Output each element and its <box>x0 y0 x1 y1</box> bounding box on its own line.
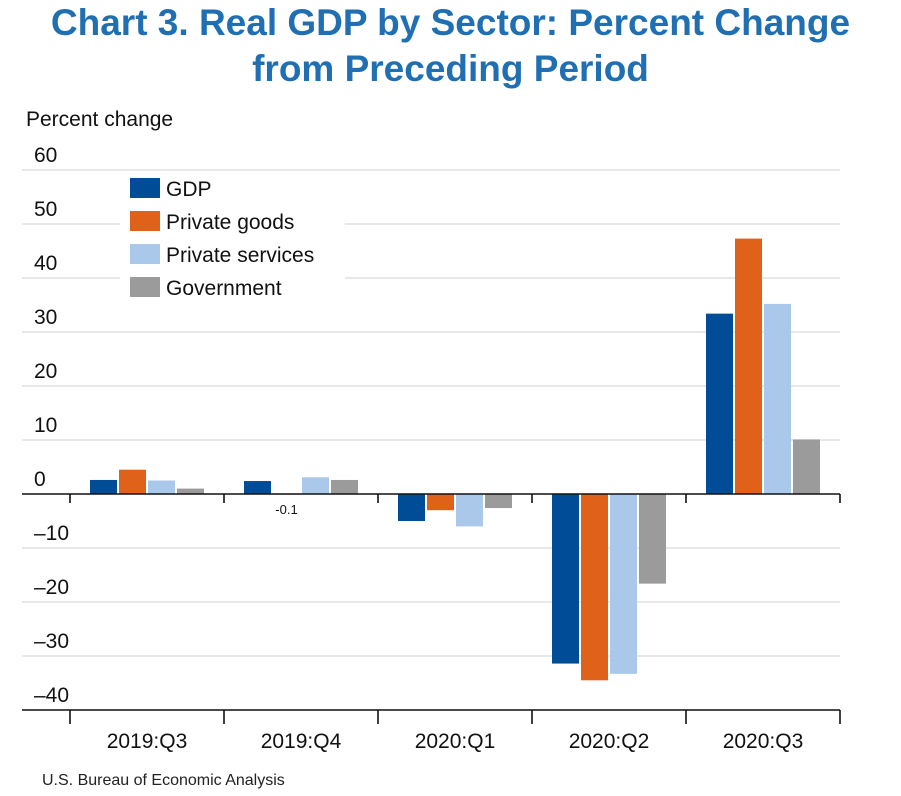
y-tick-label: –40 <box>34 684 69 707</box>
bar-government-2020-q3 <box>793 439 820 494</box>
annotations: -0.1 <box>275 502 297 517</box>
x-tick-label: 2020:Q1 <box>415 730 496 753</box>
legend-label: Government <box>166 277 282 300</box>
data-label: -0.1 <box>275 502 297 517</box>
bars <box>90 238 820 681</box>
legend-label: Private services <box>166 244 314 267</box>
bar-private-goods-2020-q3 <box>735 238 762 494</box>
y-tick-label: –20 <box>34 576 69 599</box>
bar-private-services-2020-q1 <box>456 494 483 527</box>
legend-swatch-private-goods <box>130 211 160 231</box>
bar-private-goods-2020-q2 <box>581 494 608 681</box>
y-tick-label: –10 <box>34 522 69 545</box>
legend-label: Private goods <box>166 211 294 234</box>
y-tick-label: 20 <box>34 360 57 383</box>
legend-swatch-gdp <box>130 178 160 198</box>
x-tick-label: 2020:Q3 <box>723 730 804 753</box>
axes <box>22 493 841 724</box>
bar-private-goods-2019-q3 <box>119 469 146 494</box>
y-tick-label: 0 <box>34 468 46 491</box>
bar-government-2019-q3 <box>177 488 204 494</box>
bar-private-goods-2020-q1 <box>427 494 454 511</box>
bar-gdp-2020-q1 <box>398 494 425 521</box>
legend-label: GDP <box>166 178 212 201</box>
y-axis-label: Percent change <box>26 108 174 131</box>
tick-labels: 60 50 40 30 20 10 0 –10 –20 –30 –40 2019:Q3 2019:Q4 2… <box>34 144 803 753</box>
y-tick-label: –30 <box>34 630 69 653</box>
legend: GDP Private goods Private services Governme… <box>120 172 345 306</box>
bar-government-2020-q2 <box>639 494 666 584</box>
source-note: U.S. Bureau of Economic Analysis <box>42 772 285 789</box>
bar-private-services-2019-q4 <box>302 477 329 494</box>
y-tick-label: 60 <box>34 144 57 167</box>
chart-title: Chart 3. Real GDP by Sector: Percent Cha… <box>0 0 901 92</box>
bar-gdp-2019-q3 <box>90 479 117 494</box>
bar-private-services-2019-q3 <box>148 480 175 494</box>
y-tick-label: 40 <box>34 252 57 275</box>
legend-swatch-government <box>130 277 160 297</box>
bar-gdp-2020-q2 <box>552 494 579 664</box>
x-tick-label: 2020:Q2 <box>569 730 650 753</box>
chart-title-line-2: from Preceding Period <box>252 48 649 89</box>
y-tick-label: 30 <box>34 306 57 329</box>
x-tick-label: 2019:Q3 <box>107 730 188 753</box>
y-tick-label: 10 <box>34 414 57 437</box>
bar-private-services-2020-q2 <box>610 494 637 674</box>
bar-private-services-2020-q3 <box>764 303 791 494</box>
y-tick-label: 50 <box>34 198 57 221</box>
legend-swatch-private-services <box>130 244 160 264</box>
bar-gdp-2019-q4 <box>244 481 271 494</box>
chart-title-line-1: Chart 3. Real GDP by Sector: Percent Cha… <box>50 2 851 43</box>
x-tick-label: 2019:Q4 <box>261 730 342 753</box>
bar-government-2019-q4 <box>331 479 358 494</box>
bar-gdp-2020-q3 <box>706 313 733 494</box>
bar-government-2020-q1 <box>485 494 512 509</box>
